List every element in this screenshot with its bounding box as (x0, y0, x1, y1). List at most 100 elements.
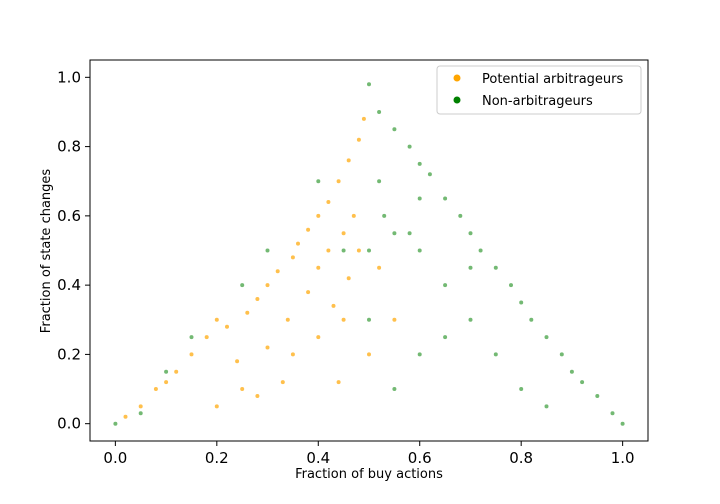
x-axis-ticks: 0.0 0.2 0.4 0.6 0.8 1.0 (103, 441, 635, 467)
point-potential-arbitrageurs-28 (346, 276, 351, 281)
point-potential-arbitrageurs-41 (280, 380, 285, 385)
point-non-arbitrageurs-19 (610, 411, 615, 416)
point-potential-arbitrageurs-2 (153, 387, 158, 391)
legend-label-non-arbitrageurs: Non-arbitrageurs (482, 94, 593, 109)
legend-label-potential-arbitrageurs: Potential arbitrageurs (482, 72, 624, 87)
point-non-arbitrageurs-22 (392, 231, 397, 236)
point-potential-arbitrageurs-39 (377, 265, 382, 270)
x-axis-title: Fraction of buy actions (295, 467, 443, 482)
point-non-arbitrageurs-10 (493, 265, 498, 270)
point-potential-arbitrageurs-36 (240, 387, 245, 391)
point-potential-arbitrageurs-11 (255, 297, 260, 301)
point-non-arbitrageurs-43 (443, 335, 448, 340)
point-potential-arbitrageurs-24 (331, 303, 336, 308)
point-non-arbitrageurs-0 (367, 82, 371, 87)
point-potential-arbitrageurs-29 (351, 213, 356, 218)
y-tick-label-0: 0.0 (57, 415, 81, 433)
point-non-arbitrageurs-21 (367, 248, 371, 253)
point-non-arbitrageurs-3 (407, 144, 412, 149)
point-potential-arbitrageurs-16 (290, 255, 295, 260)
point-non-arbitrageurs-28 (544, 404, 549, 409)
y-tick-label-1: 0.2 (57, 345, 81, 363)
point-potential-arbitrageurs-30 (356, 137, 361, 142)
x-tick-label-0: 0.0 (103, 449, 127, 467)
point-potential-arbitrageurs-15 (285, 317, 290, 322)
x-tick-label-4: 0.8 (509, 449, 533, 467)
point-potential-arbitrageurs-26 (341, 231, 346, 236)
point-potential-arbitrageurs-42 (214, 404, 219, 409)
point-potential-arbitrageurs-31 (356, 248, 361, 253)
point-non-arbitrageurs-14 (544, 335, 549, 340)
point-non-arbitrageurs-23 (417, 248, 422, 253)
point-potential-arbitrageurs-25 (336, 179, 341, 184)
point-potential-arbitrageurs-33 (341, 317, 346, 322)
y-tick-label-4: 0.8 (57, 138, 81, 156)
point-potential-arbitrageurs-18 (306, 227, 311, 232)
point-potential-arbitrageurs-34 (367, 352, 371, 357)
point-non-arbitrageurs-11 (509, 283, 513, 288)
y-axis-title: Fraction of state changes (39, 169, 54, 334)
point-potential-arbitrageurs-14 (275, 269, 280, 274)
point-potential-arbitrageurs-8 (225, 324, 229, 329)
point-potential-arbitrageurs-40 (336, 380, 341, 385)
point-non-arbitrageurs-8 (468, 231, 473, 236)
point-non-arbitrageurs-16 (569, 369, 574, 374)
point-non-arbitrageurs-39 (138, 411, 143, 416)
point-non-arbitrageurs-36 (189, 335, 194, 340)
point-non-arbitrageurs-29 (417, 352, 422, 357)
point-non-arbitrageurs-34 (265, 248, 270, 253)
point-non-arbitrageurs-44 (377, 179, 382, 184)
point-non-arbitrageurs-18 (595, 394, 600, 398)
y-tick-label-3: 0.6 (57, 207, 81, 225)
point-non-arbitrageurs-26 (493, 352, 498, 357)
point-potential-arbitrageurs-35 (290, 352, 295, 357)
point-non-arbitrageurs-20 (620, 421, 625, 426)
point-potential-arbitrageurs-22 (326, 200, 331, 204)
point-non-arbitrageurs-1 (377, 110, 382, 114)
point-potential-arbitrageurs-27 (346, 158, 351, 163)
point-non-arbitrageurs-5 (427, 172, 432, 177)
y-tick-label-2: 0.4 (57, 276, 81, 294)
points-layer (113, 82, 625, 426)
point-non-arbitrageurs-30 (392, 387, 397, 391)
point-non-arbitrageurs-2 (392, 127, 397, 132)
x-tick-label-3: 0.6 (408, 449, 432, 467)
y-axis-ticks: 0.0 0.2 0.4 0.6 0.8 1.0 (57, 68, 90, 433)
x-tick-label-2: 0.4 (306, 449, 330, 467)
plot-area-frame (89, 59, 649, 442)
point-non-arbitrageurs-27 (519, 387, 524, 391)
point-non-arbitrageurs-24 (443, 283, 448, 288)
legend-marker-potential-arbitrageurs (453, 74, 461, 82)
point-potential-arbitrageurs-13 (265, 345, 270, 350)
x-tick-label-1: 0.2 (205, 449, 229, 467)
point-potential-arbitrageurs-32 (361, 116, 366, 121)
point-non-arbitrageurs-33 (316, 179, 321, 184)
point-potential-arbitrageurs-4 (174, 369, 179, 374)
point-potential-arbitrageurs-43 (255, 394, 260, 398)
point-non-arbitrageurs-4 (417, 161, 422, 166)
point-potential-arbitrageurs-37 (316, 335, 321, 340)
point-potential-arbitrageurs-23 (326, 248, 331, 253)
point-non-arbitrageurs-31 (367, 317, 371, 322)
x-tick-label-5: 1.0 (611, 449, 635, 467)
point-potential-arbitrageurs-1 (138, 404, 143, 409)
point-potential-arbitrageurs-21 (316, 265, 321, 270)
point-potential-arbitrageurs-7 (214, 317, 219, 322)
point-potential-arbitrageurs-38 (392, 317, 397, 322)
point-non-arbitrageurs-12 (519, 300, 524, 305)
point-non-arbitrageurs-37 (164, 369, 169, 374)
point-potential-arbitrageurs-10 (245, 310, 250, 315)
point-potential-arbitrageurs-5 (189, 352, 194, 357)
point-potential-arbitrageurs-17 (296, 241, 300, 246)
point-non-arbitrageurs-17 (580, 380, 585, 385)
point-non-arbitrageurs-25 (468, 317, 473, 322)
point-non-arbitrageurs-9 (478, 248, 483, 253)
point-potential-arbitrageurs-20 (316, 213, 321, 218)
point-non-arbitrageurs-15 (559, 352, 564, 357)
legend: Potential arbitrageurs Non-arbitrageurs (436, 65, 642, 115)
point-potential-arbitrageurs-3 (164, 380, 169, 385)
point-non-arbitrageurs-13 (529, 317, 534, 322)
point-non-arbitrageurs-41 (407, 231, 412, 236)
point-non-arbitrageurs-35 (240, 283, 245, 288)
